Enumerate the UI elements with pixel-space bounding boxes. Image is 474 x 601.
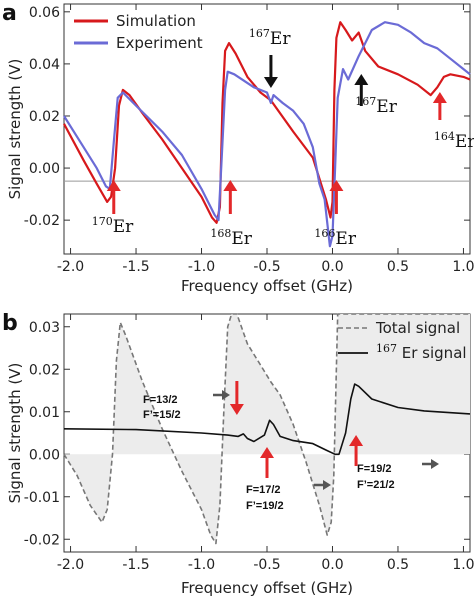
small-arrow-head xyxy=(323,480,331,490)
panel-a-y-axis-label: Signal strength (V) xyxy=(6,59,24,200)
y-tick-label: -0.02 xyxy=(24,213,60,229)
y-tick-label: 0.00 xyxy=(29,447,60,463)
y-tick-label: 0.00 xyxy=(29,161,60,177)
red-arrow-head xyxy=(229,404,244,415)
series-line-simulation xyxy=(63,21,471,224)
y-tick-label: 0.04 xyxy=(29,57,60,73)
y-tick-label: 0.01 xyxy=(29,405,60,421)
arrow-170-er: 170Er xyxy=(92,180,134,237)
isotope-mass: 167 xyxy=(249,27,270,40)
isotope-symbol: Er xyxy=(270,29,291,49)
arrow-head xyxy=(223,180,238,191)
isotope-mass: 164 xyxy=(434,130,455,143)
x-tick-label: -1.0 xyxy=(188,557,215,573)
x-tick-label: 1.0 xyxy=(452,557,474,573)
panel-a-legend: Simulation Experiment xyxy=(74,12,203,52)
transition-annotation: F=13/2 F’=15/2 xyxy=(143,381,244,421)
x-tick-label: 0.5 xyxy=(387,557,409,573)
y-tick-label: 0.02 xyxy=(29,362,60,378)
legend-er167-sup: 167 xyxy=(376,342,397,355)
arrow-166-er: 166Er xyxy=(314,180,357,249)
isotope-label: 164Er xyxy=(434,130,474,152)
panel-a-x-axis-label: Frequency offset (GHz) xyxy=(181,277,353,295)
isotope-symbol: Er xyxy=(376,97,397,117)
isotope-symbol: Er xyxy=(335,229,356,249)
isotope-label: 168Er xyxy=(210,227,252,249)
x-tick-label: 0.0 xyxy=(321,557,343,573)
x-tick-label: -1.5 xyxy=(122,259,149,275)
panel-a-x-ticks: -2.0 -1.5 -1.0 -0.5 0.0 0.5 1.0 xyxy=(57,4,474,275)
isotope-label: 170Er xyxy=(92,215,134,237)
series-line-experiment xyxy=(63,21,471,248)
arrow-167-er: 167Er xyxy=(354,74,398,117)
isotope-label: 166Er xyxy=(314,227,356,249)
arrow-head xyxy=(106,180,121,191)
panel-b-x-axis-label: Frequency offset (GHz) xyxy=(181,579,353,597)
red-arrow-head xyxy=(349,435,364,446)
panel-a-y-ticks: -0.02 0.00 0.02 0.04 0.06 xyxy=(24,5,470,229)
y-tick-label: 0.03 xyxy=(29,320,60,336)
legend-er167-label: 167 Er signal xyxy=(376,342,467,362)
panel-b-chart: -2.0 -1.5 -1.0 -0.5 0.0 0.5 1.0 -0.02 -0.01 0.00… xyxy=(6,313,474,597)
panel-b-y-ticks: -0.02 -0.01 0.00 0.01 0.02 0.03 xyxy=(24,320,470,548)
isotope-symbol: Er xyxy=(113,217,134,237)
arrow-head xyxy=(432,92,447,103)
red-arrow-head xyxy=(260,447,274,458)
y-tick-label: -0.02 xyxy=(24,532,60,548)
arrow-164-er: 164Er xyxy=(432,92,474,152)
arrow-168-er: 168Er xyxy=(210,180,253,249)
series-line-total-signal xyxy=(63,313,470,545)
y-tick-label: 0.06 xyxy=(29,5,60,21)
x-tick-label: -2.0 xyxy=(57,259,84,275)
legend-total-signal-label: Total signal xyxy=(375,319,460,337)
isotope-mass: 168 xyxy=(210,227,231,240)
x-tick-label: 1.0 xyxy=(452,259,474,275)
transition-fprime: F’=19/2 xyxy=(246,500,284,512)
panel-b-series xyxy=(63,313,471,545)
transition-annotation: F=17/2 F’=19/2 xyxy=(246,447,331,512)
transition-annotation: F=19/2 F’=21/2 xyxy=(349,435,439,491)
arrow-head xyxy=(263,77,278,88)
isotope-symbol: Er xyxy=(455,132,474,152)
series-line-167-er-signal xyxy=(63,383,471,456)
panel-a-chart: -2.0 -1.5 -1.0 -0.5 0.0 0.5 1.0 -0.02 0.00 0.02 0… xyxy=(6,3,474,295)
panel-a-series xyxy=(63,21,471,248)
legend-simulation-label: Simulation xyxy=(116,12,196,30)
x-tick-label: -2.0 xyxy=(57,557,84,573)
isotope-label: 167Er xyxy=(355,95,397,117)
x-tick-label: -0.5 xyxy=(253,557,280,573)
panel-label-b: b xyxy=(2,311,18,336)
x-tick-label: -0.5 xyxy=(253,259,280,275)
panel-label-a: a xyxy=(2,1,17,26)
x-tick-label: 0.0 xyxy=(321,259,343,275)
x-tick-label: -1.5 xyxy=(122,557,149,573)
isotope-mass: 170 xyxy=(92,215,113,228)
arrow-head xyxy=(329,180,344,191)
panel-b-legend: Total signal 167 Er signal xyxy=(338,319,467,362)
transition-fprime: F’=15/2 xyxy=(143,409,181,421)
panel-b-annotations: F=13/2 F’=15/2 F=17/2 F’=19/2 F=19/2 F’=21/2 xyxy=(143,381,439,512)
legend-experiment-label: Experiment xyxy=(116,34,203,52)
legend-er167-text: Er signal xyxy=(397,344,467,362)
isotope-mass: 166 xyxy=(314,227,335,240)
transition-f: F=13/2 xyxy=(143,394,178,406)
arrow-head xyxy=(354,74,369,85)
small-arrow-head xyxy=(222,390,230,400)
transition-fprime: F’=21/2 xyxy=(357,479,395,491)
isotope-symbol: Er xyxy=(231,229,252,249)
y-tick-label: -0.01 xyxy=(24,490,60,506)
isotope-mass: 167 xyxy=(355,95,376,108)
x-tick-label: -1.0 xyxy=(188,259,215,275)
x-tick-label: 0.5 xyxy=(387,259,409,275)
y-tick-label: 0.02 xyxy=(29,109,60,125)
isotope-label: 167Er xyxy=(249,27,291,49)
arrow-167-er: 167Er xyxy=(249,27,291,88)
panel-b-y-axis-label: Signal strength (V) xyxy=(6,363,24,504)
transition-f: F=17/2 xyxy=(246,484,281,496)
transition-f: F=19/2 xyxy=(357,463,392,475)
small-arrow-head xyxy=(431,459,439,469)
